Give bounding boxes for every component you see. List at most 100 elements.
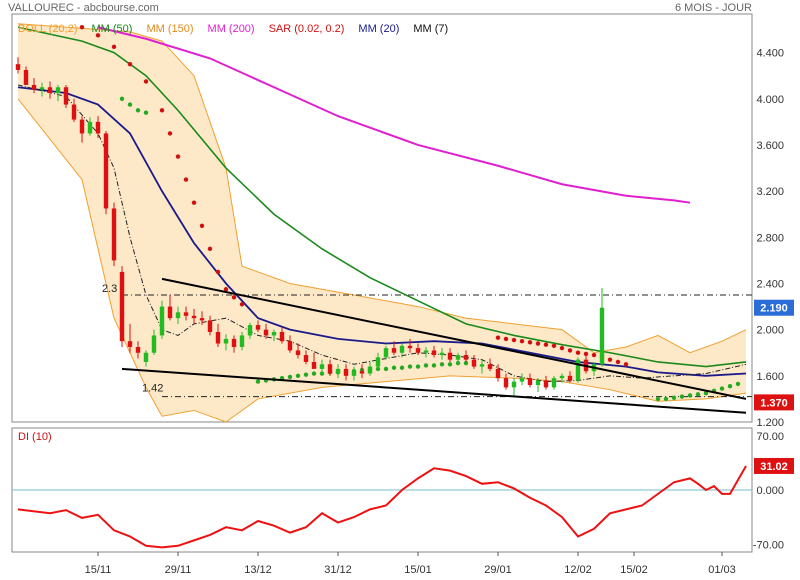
candle-body [535,380,541,386]
legend-item-5: MM (20) [358,23,399,35]
candle-body [527,378,533,386]
price-tick-label: 4.400 [756,48,784,60]
candle-body [599,307,605,365]
sar-dot [503,336,509,342]
sar-dot [439,362,445,367]
legend-item-6: MM (7) [413,23,448,35]
x-tick-label: 13/12 [244,564,272,576]
candle-body [447,352,453,360]
candle-body [23,69,29,85]
di-title: DI (10) [18,431,52,443]
price-tick-label: 1.600 [756,371,784,383]
x-tick-label: 12/02 [564,564,592,576]
legend-item-4: SAR (0.02, 0.2) [269,23,345,35]
bollinger-band-fill [18,23,746,423]
sar-dot [111,44,117,50]
sar-dot [591,352,597,358]
axes: 4.400 4.000 3.600 3.200 2.800 2.400 2.000 1.600… [85,48,794,576]
x-tick-label: 31/12 [324,564,352,576]
sar-dot [159,108,165,113]
candle-body [95,121,101,134]
di-line [17,465,747,549]
candle-body [215,331,221,344]
x-tick-label: 29/01 [484,564,512,576]
bollinger-lower-line [17,98,747,423]
mm7-line [17,84,747,383]
candle-body [487,364,493,369]
candle-body [359,371,365,374]
candle-body [407,345,413,349]
sar-dot [735,381,741,387]
candle-body [311,361,317,369]
candle-body [551,378,557,388]
sar-dot [223,287,229,292]
sar-dot [119,96,125,102]
sar-dot [719,386,725,391]
price-tick-label: 2.000 [756,325,784,337]
mm50-line [17,26,747,368]
sar-dot [183,177,189,182]
x-tick-label: 15/02 [620,564,648,576]
sar-dot [511,337,517,343]
candle-body [503,378,509,388]
candle-body [327,364,333,374]
price-tick-label: 2.800 [756,232,784,244]
di-value-tag-label: 31.02 [760,461,788,473]
sar-dot [423,363,429,368]
x-tick-label: 15/11 [85,564,112,576]
candle-body [191,315,197,319]
candle-body [543,380,549,388]
candle-body [463,355,469,360]
candle-body [87,121,93,134]
candle-body [119,271,125,342]
sar-dot [191,200,197,205]
support-price-tag [754,394,794,411]
sar-dot [239,302,245,307]
last-price-tag-label: 2.190 [760,303,788,315]
price-tick-label: 3.200 [756,186,784,198]
candle-body [183,312,189,316]
sar-dot [255,379,261,384]
sar-dot [295,373,301,379]
sar-dot [567,348,573,353]
level-label-low: 1.42 [142,383,163,395]
trend-line-lower [121,367,747,414]
candle-body [383,348,389,358]
sar-dot [303,372,309,377]
di-tick-label: 70.00 [756,431,784,443]
candle-body [335,368,341,374]
last-price-tag [754,299,794,316]
candle-body [63,87,69,105]
legend-item-3: MM (200) [208,23,255,35]
sar-dot [463,360,469,366]
sar-dot [399,365,405,370]
price-tick-label: 3.600 [756,140,784,152]
price-tick-label: 4.000 [756,94,784,106]
candle-body [479,364,485,367]
sar-dot [207,246,213,252]
candle-body [559,375,565,379]
candle-body [343,368,349,376]
sar-dot [447,362,453,367]
candle-body [159,306,165,336]
sar-dot [407,364,413,369]
sar-dot [615,359,621,365]
candle-body [39,87,45,90]
sar-dot [655,396,661,402]
price-tick-label: 1.200 [756,417,784,429]
sar-dot [623,362,629,367]
sar-dot [663,396,669,402]
price-plot-area: 2.3 1.42 [11,13,753,423]
candle-body [455,355,461,360]
candle-body [111,208,117,261]
sar-dot [383,366,389,372]
sar-dot [543,342,549,347]
mm20-line [17,86,747,377]
bollinger-upper-line [17,23,747,354]
sar-dot [95,33,101,38]
candle-body [415,348,421,353]
candle-body [103,133,109,209]
candle-body [135,346,141,353]
sar-dot [695,392,701,397]
